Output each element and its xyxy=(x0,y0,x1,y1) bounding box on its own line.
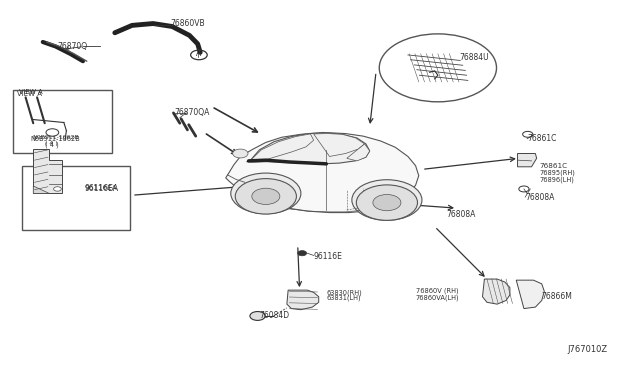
Text: 76870QA: 76870QA xyxy=(175,108,210,118)
Polygon shape xyxy=(226,132,419,212)
Polygon shape xyxy=(518,154,537,167)
Text: 76870Q: 76870Q xyxy=(58,42,88,51)
Text: 76895(RH): 76895(RH) xyxy=(540,170,576,176)
Polygon shape xyxy=(516,280,544,309)
Circle shape xyxy=(356,185,417,220)
Circle shape xyxy=(298,251,307,256)
Polygon shape xyxy=(250,134,314,161)
Circle shape xyxy=(519,186,529,192)
Polygon shape xyxy=(246,133,370,164)
Text: 76860VB: 76860VB xyxy=(170,19,205,28)
Text: ( 4 ): ( 4 ) xyxy=(45,141,58,148)
Text: N0B911-1062B: N0B911-1062B xyxy=(30,136,80,142)
Text: 76860VA(LH): 76860VA(LH) xyxy=(415,294,460,301)
Bar xyxy=(13,90,111,153)
Circle shape xyxy=(380,34,497,102)
Text: N0B911-1062B: N0B911-1062B xyxy=(32,135,79,141)
Polygon shape xyxy=(314,134,365,157)
Text: J767010Z: J767010Z xyxy=(567,345,607,354)
Text: 76808A: 76808A xyxy=(446,210,476,219)
Text: 63831(LH): 63831(LH) xyxy=(326,295,361,301)
Circle shape xyxy=(233,149,248,158)
Polygon shape xyxy=(483,279,510,304)
Polygon shape xyxy=(33,186,49,193)
Text: 96116EA: 96116EA xyxy=(84,185,117,191)
Text: 76860V (RH): 76860V (RH) xyxy=(415,288,458,295)
Polygon shape xyxy=(287,290,319,310)
Text: 63830(RH): 63830(RH) xyxy=(326,289,362,296)
Circle shape xyxy=(373,195,401,211)
Text: 96116E: 96116E xyxy=(314,251,342,261)
Text: 76861C: 76861C xyxy=(540,163,568,169)
Circle shape xyxy=(236,179,296,214)
Circle shape xyxy=(252,188,280,205)
Text: 76884U: 76884U xyxy=(459,53,488,62)
Text: A: A xyxy=(196,49,202,58)
Circle shape xyxy=(231,173,301,214)
Bar xyxy=(22,166,130,230)
Polygon shape xyxy=(33,149,62,193)
Circle shape xyxy=(523,131,533,137)
Text: 76866M: 76866M xyxy=(541,292,573,301)
Polygon shape xyxy=(347,144,370,161)
Circle shape xyxy=(46,129,59,136)
Text: 76861C: 76861C xyxy=(527,134,556,143)
Circle shape xyxy=(54,187,61,191)
Text: 96116EA: 96116EA xyxy=(84,185,118,193)
Text: ( 4 ): ( 4 ) xyxy=(45,141,58,146)
Circle shape xyxy=(250,311,265,320)
Text: 76896(LH): 76896(LH) xyxy=(540,176,575,183)
Text: VIEW A: VIEW A xyxy=(17,92,42,97)
Text: 76808A: 76808A xyxy=(525,193,555,202)
Text: VIEW A: VIEW A xyxy=(19,89,43,96)
Text: 76084D: 76084D xyxy=(259,311,289,320)
Circle shape xyxy=(352,180,422,220)
